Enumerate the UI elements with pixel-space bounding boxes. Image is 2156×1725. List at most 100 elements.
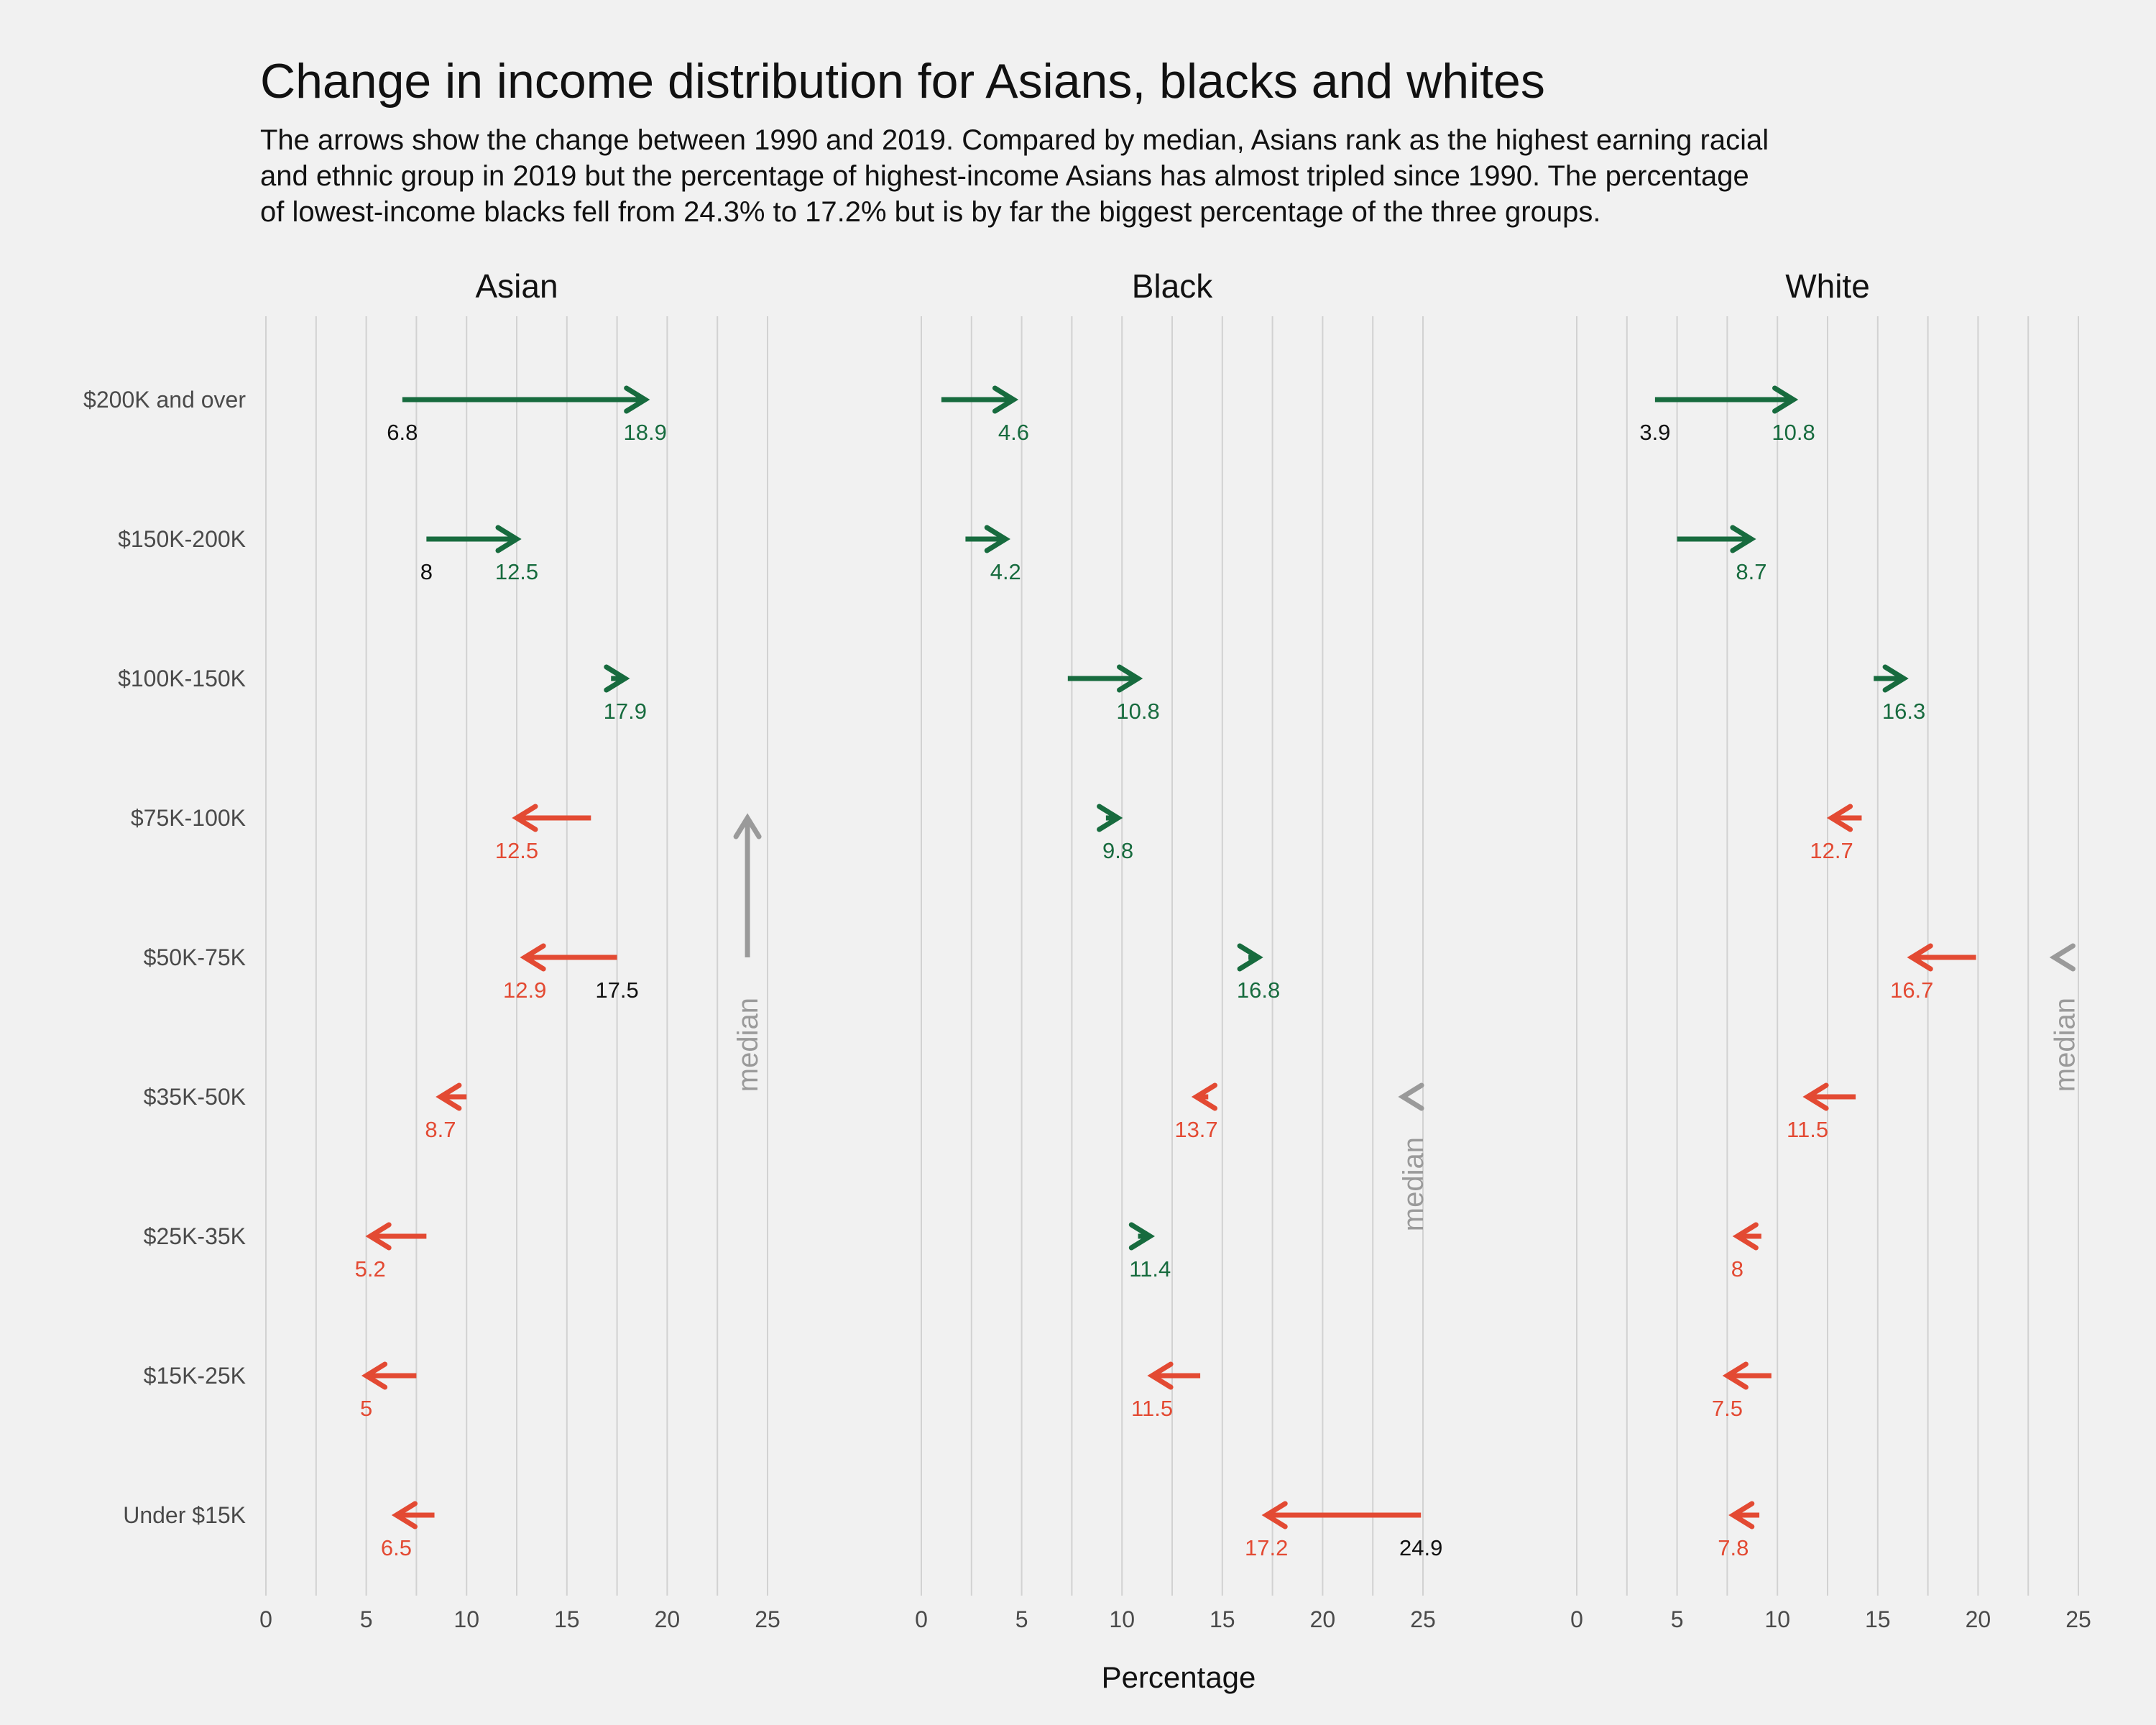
end-value-label: 6.5 bbox=[381, 1535, 412, 1560]
arrow-100k-150k bbox=[1874, 664, 1909, 693]
x-tick-label: 10 bbox=[1764, 1606, 1790, 1632]
x-tick-label: 20 bbox=[1310, 1606, 1336, 1632]
arrow-35k-50k bbox=[1191, 1082, 1217, 1111]
category-label-35k-50k: $35K-50K bbox=[144, 1084, 246, 1110]
arrow-150k-200k bbox=[965, 525, 1010, 553]
end-value-label: 11.5 bbox=[1787, 1117, 1828, 1142]
end-value-label: 12.7 bbox=[1810, 838, 1853, 863]
chart-subtitle-line-3: of lowest-income blacks fell from 24.3% … bbox=[260, 196, 1600, 228]
median-arrow bbox=[1398, 1082, 1424, 1111]
end-value-label: 5 bbox=[360, 1396, 372, 1421]
end-value-label: 4.2 bbox=[990, 559, 1021, 584]
start-value-label: 3.9 bbox=[1639, 420, 1670, 445]
median-marker: median bbox=[2049, 943, 2081, 1092]
end-value-label: 12.5 bbox=[495, 559, 538, 584]
chart-subtitle-line-1: The arrows show the change between 1990 … bbox=[260, 124, 1769, 156]
facet-panels: Asian 0 5 10 15 20 25 18.9 6.8 12.5 8 17.9 12.5 12.9 1… bbox=[259, 267, 2091, 1632]
category-label-50k-75k: $50K-75K bbox=[144, 944, 246, 970]
x-tick-label: 15 bbox=[1210, 1606, 1235, 1632]
end-value-label: 16.3 bbox=[1882, 699, 1925, 724]
panel-white: White 0 5 10 15 20 25 10.8 3.9 8.7 16.3 12.7 16.7 11.… bbox=[1570, 267, 2091, 1632]
end-value-label: 8 bbox=[1731, 1256, 1743, 1282]
x-tick-label: 15 bbox=[1865, 1606, 1891, 1632]
end-value-label: 7.5 bbox=[1712, 1396, 1743, 1421]
x-tick-label: 25 bbox=[1410, 1606, 1436, 1632]
arrow-100k-150k bbox=[1067, 664, 1143, 693]
end-value-label: 12.9 bbox=[503, 978, 546, 1003]
arrow-150k-200k bbox=[1677, 525, 1756, 553]
x-tick-label: 10 bbox=[453, 1606, 479, 1632]
x-tick-label: 0 bbox=[915, 1606, 928, 1632]
median-label: median bbox=[2049, 998, 2081, 1092]
arrow-35k-50k bbox=[1802, 1082, 1856, 1111]
panel-black: Black 0 5 10 15 20 25 4.6 4.2 10.8 9.8 16.8 13.7 11.4… bbox=[915, 267, 1442, 1632]
end-value-label: 17.9 bbox=[604, 699, 647, 724]
arrow-25k-35k bbox=[1732, 1222, 1761, 1251]
chart-title: Change in income distribution for Asians… bbox=[260, 54, 1545, 109]
arrow-15k-25k bbox=[1722, 1361, 1772, 1390]
x-tick-label: 25 bbox=[755, 1606, 780, 1632]
arrow-200k-and-over bbox=[402, 385, 650, 414]
end-value-label: 16.7 bbox=[1890, 978, 1933, 1003]
median-marker: median bbox=[732, 813, 764, 1092]
end-value-label: 17.2 bbox=[1245, 1535, 1288, 1560]
facet-title-white: White bbox=[1785, 267, 1870, 305]
arrow-75k-100k bbox=[1097, 804, 1123, 832]
category-label-25k-35k: $25K-35K bbox=[144, 1223, 246, 1249]
median-label: median bbox=[1398, 1137, 1429, 1231]
chart-subtitle-line-2: and ethnic group in 2019 but the percent… bbox=[260, 160, 1749, 192]
facet-title-black: Black bbox=[1132, 267, 1213, 305]
x-tick-label: 15 bbox=[554, 1606, 580, 1632]
end-value-label: 5.2 bbox=[355, 1256, 386, 1282]
arrow-50k-75k bbox=[1907, 943, 1976, 972]
arrow-75k-100k bbox=[1826, 804, 1862, 832]
category-labels: $200K and over $150K-200K $100K-150K $75K-1… bbox=[83, 387, 246, 1528]
category-label-under-15k: Under $15K bbox=[123, 1502, 246, 1528]
end-value-label: 10.8 bbox=[1772, 420, 1815, 445]
arrow-200k-and-over bbox=[1654, 385, 1799, 414]
start-value-label: 24.9 bbox=[1399, 1535, 1442, 1560]
end-value-label: 8.7 bbox=[425, 1117, 456, 1142]
arrow-under-15k bbox=[391, 1501, 435, 1530]
x-tick-label: 25 bbox=[2065, 1606, 2091, 1632]
arrow-under-15k bbox=[1728, 1501, 1760, 1530]
x-axis-label: Percentage bbox=[1102, 1660, 1256, 1694]
facet-title-asian: Asian bbox=[475, 267, 558, 305]
arrow-200k-and-over bbox=[941, 385, 1019, 414]
end-value-label: 10.8 bbox=[1116, 699, 1159, 724]
arrow-25k-35k bbox=[365, 1222, 427, 1251]
start-value-label: 6.8 bbox=[387, 420, 418, 445]
category-label-100k-150k: $100K-150K bbox=[118, 666, 246, 691]
x-tick-label: 5 bbox=[1671, 1606, 1684, 1632]
grid-lines bbox=[1576, 316, 2079, 1596]
panel-asian: Asian 0 5 10 15 20 25 18.9 6.8 12.5 8 17.9 12.5 12.9 1… bbox=[259, 267, 780, 1632]
category-label-150k-200k: $150K-200K bbox=[118, 526, 246, 552]
arrow-50k-75k bbox=[520, 943, 617, 972]
x-tick-label: 5 bbox=[1015, 1606, 1028, 1632]
median-marker: median bbox=[1398, 1082, 1429, 1231]
start-value-label: 17.5 bbox=[595, 978, 638, 1003]
arrow-15k-25k bbox=[361, 1361, 417, 1390]
category-label-200k-and-over: $200K and over bbox=[83, 387, 246, 413]
arrow-under-15k bbox=[1261, 1501, 1422, 1530]
end-value-label: 7.8 bbox=[1718, 1535, 1749, 1560]
arrow-75k-100k bbox=[512, 804, 591, 832]
end-value-label: 9.8 bbox=[1102, 838, 1133, 863]
start-value-label: 8 bbox=[420, 559, 433, 584]
x-tick-label: 20 bbox=[655, 1606, 681, 1632]
end-value-label: 11.5 bbox=[1131, 1396, 1173, 1421]
end-value-label: 8.7 bbox=[1736, 559, 1766, 584]
x-tick-label: 5 bbox=[360, 1606, 373, 1632]
x-tick-label: 10 bbox=[1109, 1606, 1135, 1632]
arrow-100k-150k bbox=[604, 664, 630, 693]
median-arrow bbox=[733, 813, 762, 957]
grid-lines bbox=[265, 316, 768, 1596]
end-value-label: 18.9 bbox=[624, 420, 667, 445]
median-label: median bbox=[732, 998, 764, 1092]
arrow-50k-75k bbox=[1237, 943, 1263, 972]
category-label-75k-100k: $75K-100K bbox=[131, 805, 246, 831]
end-value-label: 13.7 bbox=[1174, 1117, 1217, 1142]
arrow-25k-35k bbox=[1128, 1222, 1155, 1251]
x-tick-label: 20 bbox=[1966, 1606, 1991, 1632]
